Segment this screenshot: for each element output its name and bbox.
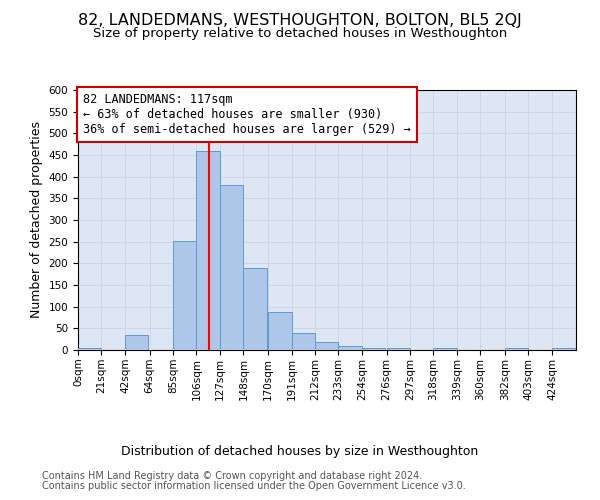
Bar	[173, 241, 196, 350]
Bar	[78, 348, 101, 350]
Text: 82 LANDEDMANS: 117sqm
← 63% of detached houses are smaller (930)
36% of semi-det: 82 LANDEDMANS: 117sqm ← 63% of detached …	[83, 92, 411, 136]
Bar	[386, 348, 410, 350]
Text: Size of property relative to detached houses in Westhoughton: Size of property relative to detached ho…	[93, 28, 507, 40]
Bar	[505, 348, 529, 350]
Bar	[220, 186, 244, 350]
Text: Contains public sector information licensed under the Open Government Licence v3: Contains public sector information licen…	[42, 481, 466, 491]
Bar	[244, 268, 267, 350]
Bar	[362, 348, 385, 350]
Bar	[338, 346, 362, 350]
Text: 82, LANDEDMANS, WESTHOUGHTON, BOLTON, BL5 2QJ: 82, LANDEDMANS, WESTHOUGHTON, BOLTON, BL…	[78, 12, 522, 28]
Bar	[196, 150, 220, 350]
Bar	[268, 312, 292, 350]
Y-axis label: Number of detached properties: Number of detached properties	[30, 122, 43, 318]
Text: Distribution of detached houses by size in Westhoughton: Distribution of detached houses by size …	[121, 444, 479, 458]
Bar	[125, 335, 148, 350]
Text: Contains HM Land Registry data © Crown copyright and database right 2024.: Contains HM Land Registry data © Crown c…	[42, 471, 422, 481]
Bar	[552, 348, 575, 350]
Bar	[315, 342, 338, 350]
Bar	[433, 348, 457, 350]
Bar	[292, 332, 315, 350]
